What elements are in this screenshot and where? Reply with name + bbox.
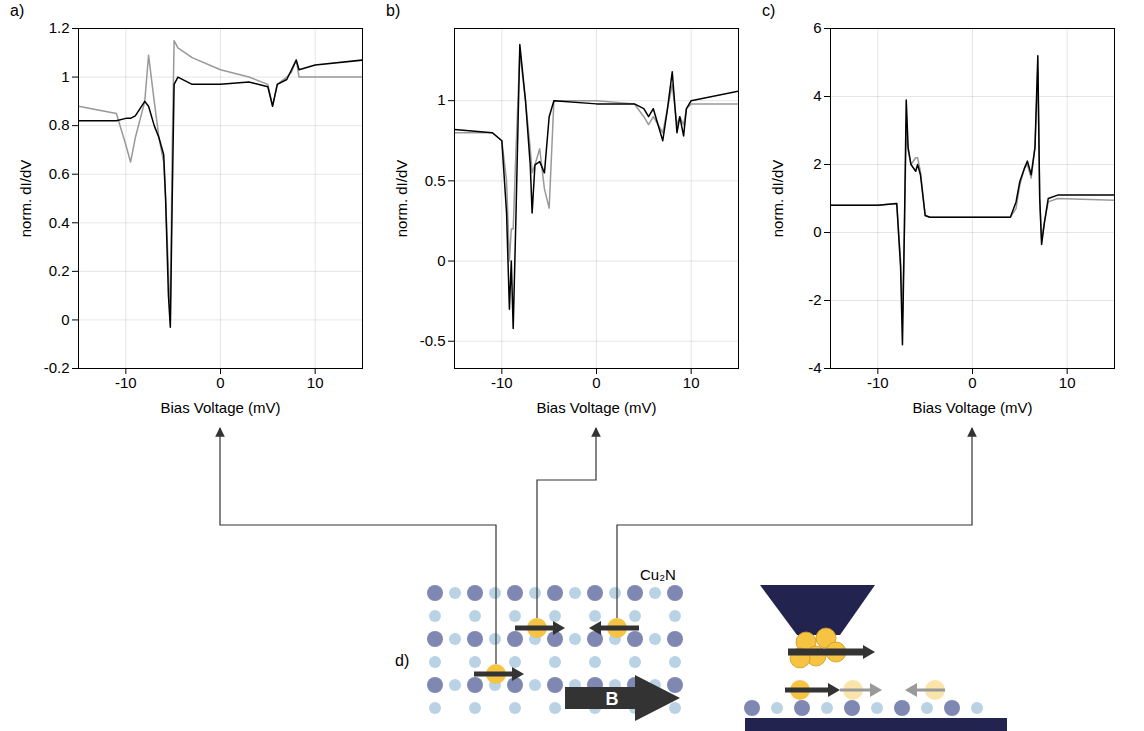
html-text:b): b) bbox=[386, 2, 401, 19]
svg-text:norm. dI/dV: norm. dI/dV bbox=[17, 160, 34, 238]
svg-text:2: 2 bbox=[813, 155, 821, 172]
svg-text:0: 0 bbox=[813, 223, 821, 240]
svg-text:6: 6 bbox=[813, 19, 821, 36]
html-text:a): a) bbox=[10, 2, 25, 19]
svg-text:-4: -4 bbox=[808, 359, 821, 376]
svg-text:0.6: 0.6 bbox=[49, 165, 70, 182]
svg-text:10: 10 bbox=[1059, 374, 1076, 391]
svg-text:-0.2: -0.2 bbox=[44, 359, 70, 376]
svg-text:0.5: 0.5 bbox=[425, 172, 446, 189]
svg-text:Bias Voltage (mV): Bias Voltage (mV) bbox=[160, 399, 280, 416]
svg-text:1.2: 1.2 bbox=[49, 19, 70, 36]
html-text:c): c) bbox=[762, 2, 776, 19]
svg-text:0.8: 0.8 bbox=[49, 116, 70, 133]
svg-text:-10: -10 bbox=[491, 374, 513, 391]
svg-text:-0.5: -0.5 bbox=[420, 332, 446, 349]
svg-text:10: 10 bbox=[307, 374, 324, 391]
svg-text:0.2: 0.2 bbox=[49, 262, 70, 279]
svg-text:1: 1 bbox=[437, 91, 445, 108]
svg-text:Bias Voltage (mV): Bias Voltage (mV) bbox=[912, 399, 1032, 416]
svg-text:0: 0 bbox=[216, 374, 224, 391]
svg-text:norm. dI/dV: norm. dI/dV bbox=[393, 160, 410, 238]
svg-text:0: 0 bbox=[437, 252, 445, 269]
svg-text:norm. dI/dV: norm. dI/dV bbox=[769, 160, 786, 238]
svg-text:-10: -10 bbox=[115, 374, 137, 391]
svg-text:-2: -2 bbox=[808, 291, 821, 308]
svg-text:Bias Voltage (mV): Bias Voltage (mV) bbox=[536, 399, 656, 416]
svg-text:d): d) bbox=[395, 652, 409, 669]
svg-text:0: 0 bbox=[61, 311, 69, 328]
svg-text:B: B bbox=[606, 689, 619, 709]
svg-text:-10: -10 bbox=[867, 374, 889, 391]
svg-text:0.4: 0.4 bbox=[49, 214, 70, 231]
svg-text:1: 1 bbox=[61, 68, 69, 85]
svg-text:4: 4 bbox=[813, 87, 821, 104]
svg-text:0: 0 bbox=[592, 374, 600, 391]
svg-text:Cu₂N: Cu₂N bbox=[640, 566, 676, 583]
svg-text:10: 10 bbox=[683, 374, 700, 391]
svg-text:0: 0 bbox=[968, 374, 976, 391]
